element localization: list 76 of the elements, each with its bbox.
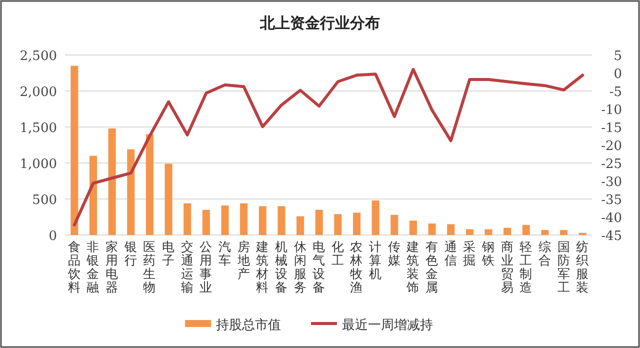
y2-tick-label: 0 [614,67,622,82]
y-tick-label: 2,500 [20,49,57,64]
x-tick-label: 综合 [538,239,552,268]
x-tick-label: 传媒 [388,239,401,268]
x-tick-label: 采掘 [463,239,476,268]
y-tick-label: 500 [32,193,57,208]
bar [372,200,380,235]
line-series [72,68,584,226]
x-tick-label: 汽车 [218,239,232,268]
bar [70,66,78,235]
y2-tick-label: -5 [609,85,622,100]
bar [484,229,492,235]
y-tick-label: 1,000 [20,157,57,172]
bar [278,206,286,235]
y-tick-label: 1,500 [20,121,57,136]
x-tick-label: 公用事业 [200,239,213,294]
bar [202,210,210,235]
y2-tick-label: -35 [601,193,622,208]
bar [127,149,135,235]
bar [466,229,474,235]
x-tick-label: 钢铁 [480,239,495,268]
y2-tick-label: -10 [601,103,622,118]
x-tick-label: 医药生物 [143,239,156,294]
x-tick-label: 非银金融 [86,239,100,294]
y2-tick-label: -30 [601,175,622,190]
x-tick-label: 银行 [123,239,138,268]
bar [296,216,304,235]
x-tick-label: 交通运输 [180,239,194,294]
bar [221,205,229,235]
y2-tick-label: -45 [601,229,622,244]
bar [146,134,154,235]
x-tick-label: 家用电器 [106,239,119,294]
chart-title: 北上资金行业分布 [259,14,380,32]
bar [89,156,97,235]
bar [409,220,417,235]
y2-tick-label: -15 [601,121,622,136]
x-tick-label: 机械设备 [274,239,288,294]
y2-tick-label: -20 [601,139,622,154]
x-tick-label: 化工 [331,239,344,268]
legend-label: 最近一周增减持 [342,318,433,333]
x-tick-label: 建筑装饰 [406,239,420,294]
x-tick-label: 通信 [444,239,458,268]
x-tick-label: 轻工制造 [520,239,533,294]
legend-label: 持股总市值 [216,318,281,333]
x-tick-label: 有色金属 [426,239,439,294]
x-tick-label: 食品饮料 [66,239,81,294]
x-tick-label: 房地产 [236,239,250,281]
bar [164,164,172,235]
bar [560,230,568,235]
bar [522,224,530,235]
y-tick-label: 0 [48,229,57,244]
bar [541,230,549,235]
bar [504,228,512,235]
x-tick-label: 计算机 [369,239,382,281]
x-tick-label: 电子 [162,239,176,268]
bar [258,206,266,235]
y2-tick-label: -40 [601,211,622,226]
x-tick-label: 电气设备 [312,239,326,294]
bar [240,203,248,235]
x-tick-label: 农林牧渔 [349,239,364,294]
y2-tick-label: -25 [601,157,622,172]
x-tick-label: 建筑材料 [255,239,270,294]
bar [447,224,455,235]
bar [352,212,360,235]
y-tick-label: 2,000 [20,85,57,100]
x-tick-label: 纺织服装 [576,239,590,294]
bar [184,203,192,235]
bar [390,214,398,235]
x-tick-label: 商业贸易 [500,239,514,294]
bar [428,223,436,235]
x-tick-label: 休闲服务 [294,239,307,294]
bar [334,214,342,235]
bar [315,210,323,235]
y2-tick-label: 5 [614,49,622,64]
bar [108,128,116,235]
x-tick-label: 国防军工 [557,239,570,294]
